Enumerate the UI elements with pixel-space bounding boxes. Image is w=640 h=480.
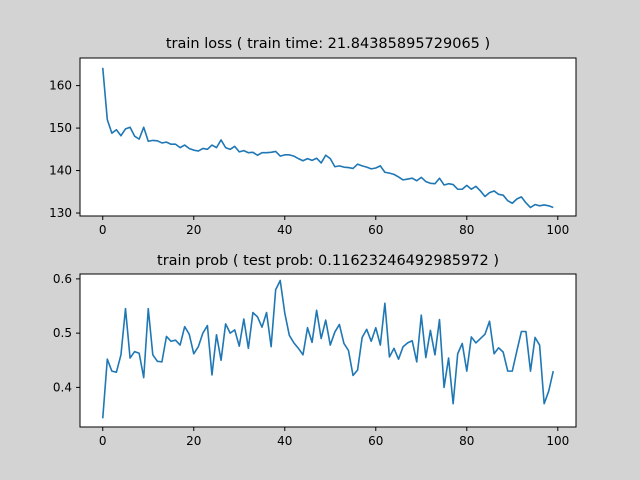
prob-y-tick-label: 0.4 [53,380,72,394]
loss-y-tick-label: 130 [49,206,72,220]
loss-subplot: train loss ( train time: 21.843858957290… [49,36,577,237]
prob-y-tick-label: 0.6 [53,272,72,286]
loss-y-tick-label: 160 [49,79,72,93]
prob-plot-frame [79,273,577,428]
loss-x-tick-label: 80 [459,223,474,237]
prob-x-tick-label: 80 [459,434,474,448]
prob-subplot: train prob ( test prob: 0.11623246492985… [53,253,577,448]
prob-x-tick-label: 40 [277,434,292,448]
loss-y-tick-label: 150 [49,121,72,135]
loss-plot-frame [79,57,577,217]
loss-y-tick-label: 140 [49,164,72,178]
loss-x-tick-label: 100 [546,223,569,237]
prob-x-tick-label: 0 [99,434,107,448]
loss-x-tick-label: 40 [277,223,292,237]
prob-x-tick-label: 100 [546,434,569,448]
prob-x-tick-label: 20 [186,434,201,448]
loss-plot-area [80,58,576,216]
loss-series-line [101,67,554,209]
loss-x-tick-label: 20 [186,223,201,237]
loss-chart-title: train loss ( train time: 21.843858957290… [166,36,490,52]
prob-series-line [101,279,555,419]
prob-x-tick-label: 60 [368,434,383,448]
prob-axes: 0 20 40 60 80 100 0.4 0.5 0.6 [53,272,569,448]
loss-axes: 0 20 40 60 80 100 130 140 150 160 [49,67,569,237]
loss-x-tick-label: 0 [99,223,107,237]
prob-y-tick-label: 0.5 [53,326,72,340]
loss-x-tick-label: 60 [368,223,383,237]
prob-chart-title: train prob ( test prob: 0.11623246492985… [157,253,499,269]
